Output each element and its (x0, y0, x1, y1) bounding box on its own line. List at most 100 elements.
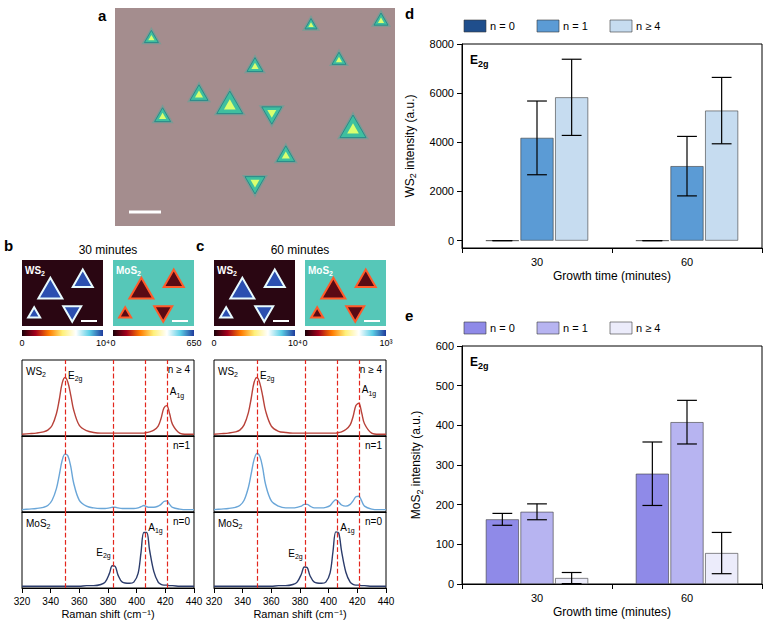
svg-text:10⁴: 10⁴ (288, 338, 302, 348)
svg-text:380: 380 (100, 596, 117, 607)
svg-text:0: 0 (302, 338, 307, 348)
svg-text:440: 440 (378, 596, 395, 607)
svg-text:c: c (196, 237, 204, 254)
svg-text:Growth time (minutes): Growth time (minutes) (553, 605, 671, 619)
svg-text:MoS: MoS (26, 518, 47, 529)
svg-text:e: e (405, 307, 413, 324)
svg-text:MoS: MoS (218, 518, 239, 529)
svg-text:E: E (470, 53, 478, 67)
svg-text:440: 440 (186, 596, 203, 607)
svg-text:Growth time (minutes): Growth time (minutes) (553, 269, 671, 283)
svg-text:60 minutes: 60 minutes (271, 243, 330, 257)
svg-text:8000: 8000 (430, 38, 454, 50)
svg-text:2: 2 (329, 270, 333, 277)
svg-text:320: 320 (14, 596, 31, 607)
svg-text:2g: 2g (478, 59, 489, 69)
svg-text:n=1: n=1 (365, 440, 382, 451)
svg-text:420: 420 (157, 596, 174, 607)
svg-text:Raman shift (cm⁻¹): Raman shift (cm⁻¹) (61, 608, 154, 620)
svg-text:2g: 2g (478, 361, 489, 371)
svg-text:n ≥ 4: n ≥ 4 (168, 364, 191, 375)
svg-text:100: 100 (436, 538, 454, 550)
svg-text:360: 360 (71, 596, 88, 607)
svg-text:2: 2 (41, 270, 45, 277)
svg-text:E: E (96, 547, 103, 558)
svg-text:n ≥ 4: n ≥ 4 (636, 20, 660, 32)
svg-text:0: 0 (211, 338, 216, 348)
svg-text:4000: 4000 (430, 136, 454, 148)
svg-text:60: 60 (681, 592, 693, 604)
svg-text:500: 500 (436, 380, 454, 392)
svg-text:n = 1: n = 1 (563, 20, 588, 32)
svg-text:30: 30 (531, 592, 543, 604)
svg-text:MoS: MoS (116, 265, 137, 276)
svg-text:340: 340 (42, 596, 59, 607)
svg-text:d: d (405, 5, 414, 22)
svg-text:400: 400 (436, 419, 454, 431)
svg-text:n ≥ 4: n ≥ 4 (636, 322, 660, 334)
svg-text:1g: 1g (347, 527, 355, 535)
svg-text:2g: 2g (295, 553, 303, 561)
svg-text:n=0: n=0 (365, 516, 382, 527)
svg-text:2: 2 (234, 371, 238, 378)
svg-text:WS: WS (217, 265, 233, 276)
svg-text:6000: 6000 (430, 87, 454, 99)
svg-text:2: 2 (47, 523, 51, 530)
svg-text:a: a (98, 7, 107, 24)
svg-text:A: A (361, 384, 369, 396)
svg-text:30: 30 (531, 256, 543, 268)
svg-text:WS: WS (25, 265, 41, 276)
svg-text:420: 420 (349, 596, 366, 607)
svg-text:n = 0: n = 0 (490, 322, 515, 334)
svg-text:E: E (68, 369, 75, 381)
svg-text:400: 400 (128, 596, 145, 607)
svg-text:600: 600 (436, 340, 454, 352)
svg-text:2: 2 (137, 270, 141, 277)
svg-text:0: 0 (19, 338, 24, 348)
svg-text:E: E (260, 369, 267, 381)
svg-text:E: E (470, 355, 478, 369)
svg-text:1g: 1g (155, 527, 163, 535)
svg-text:WS: WS (403, 178, 417, 197)
svg-text:320: 320 (206, 596, 223, 607)
svg-text:300: 300 (436, 459, 454, 471)
svg-text:380: 380 (292, 596, 309, 607)
svg-text:2g: 2g (75, 375, 83, 383)
svg-text:E: E (288, 548, 295, 559)
svg-text:n = 0: n = 0 (490, 20, 515, 32)
svg-text:2000: 2000 (430, 185, 454, 197)
svg-text:n=1: n=1 (173, 440, 190, 451)
svg-text:10³: 10³ (379, 338, 392, 348)
svg-text:30 minutes: 30 minutes (79, 243, 138, 257)
svg-text:360: 360 (263, 596, 280, 607)
svg-text:WS: WS (218, 366, 234, 377)
svg-text:n=0: n=0 (173, 516, 190, 527)
svg-text:MoS: MoS (409, 495, 423, 520)
svg-text:340: 340 (234, 596, 251, 607)
svg-text:WS: WS (26, 366, 42, 377)
svg-text:650: 650 (186, 338, 201, 348)
svg-text:A: A (169, 386, 177, 398)
svg-text:intensity (a.u.): intensity (a.u.) (403, 94, 417, 173)
svg-text:A: A (148, 521, 155, 533)
svg-text:1g: 1g (368, 390, 376, 398)
svg-text:Raman shift (cm⁻¹): Raman shift (cm⁻¹) (253, 608, 346, 620)
svg-text:2: 2 (239, 523, 243, 530)
svg-text:60: 60 (681, 256, 693, 268)
svg-text:0: 0 (448, 578, 454, 590)
svg-text:n ≥ 4: n ≥ 4 (360, 364, 383, 375)
svg-text:MoS: MoS (308, 265, 329, 276)
svg-text:200: 200 (436, 499, 454, 511)
svg-text:b: b (4, 237, 13, 254)
svg-text:400: 400 (320, 596, 337, 607)
svg-text:2: 2 (42, 371, 46, 378)
svg-text:10⁴: 10⁴ (96, 338, 110, 348)
svg-text:2: 2 (233, 270, 237, 277)
svg-text:2g: 2g (267, 375, 275, 383)
svg-text:0: 0 (448, 235, 454, 247)
svg-text:intensity (a.u.): intensity (a.u.) (409, 411, 423, 490)
svg-text:2g: 2g (103, 552, 111, 560)
svg-text:1g: 1g (176, 392, 184, 400)
svg-text:n = 1: n = 1 (563, 322, 588, 334)
svg-text:0: 0 (110, 338, 115, 348)
